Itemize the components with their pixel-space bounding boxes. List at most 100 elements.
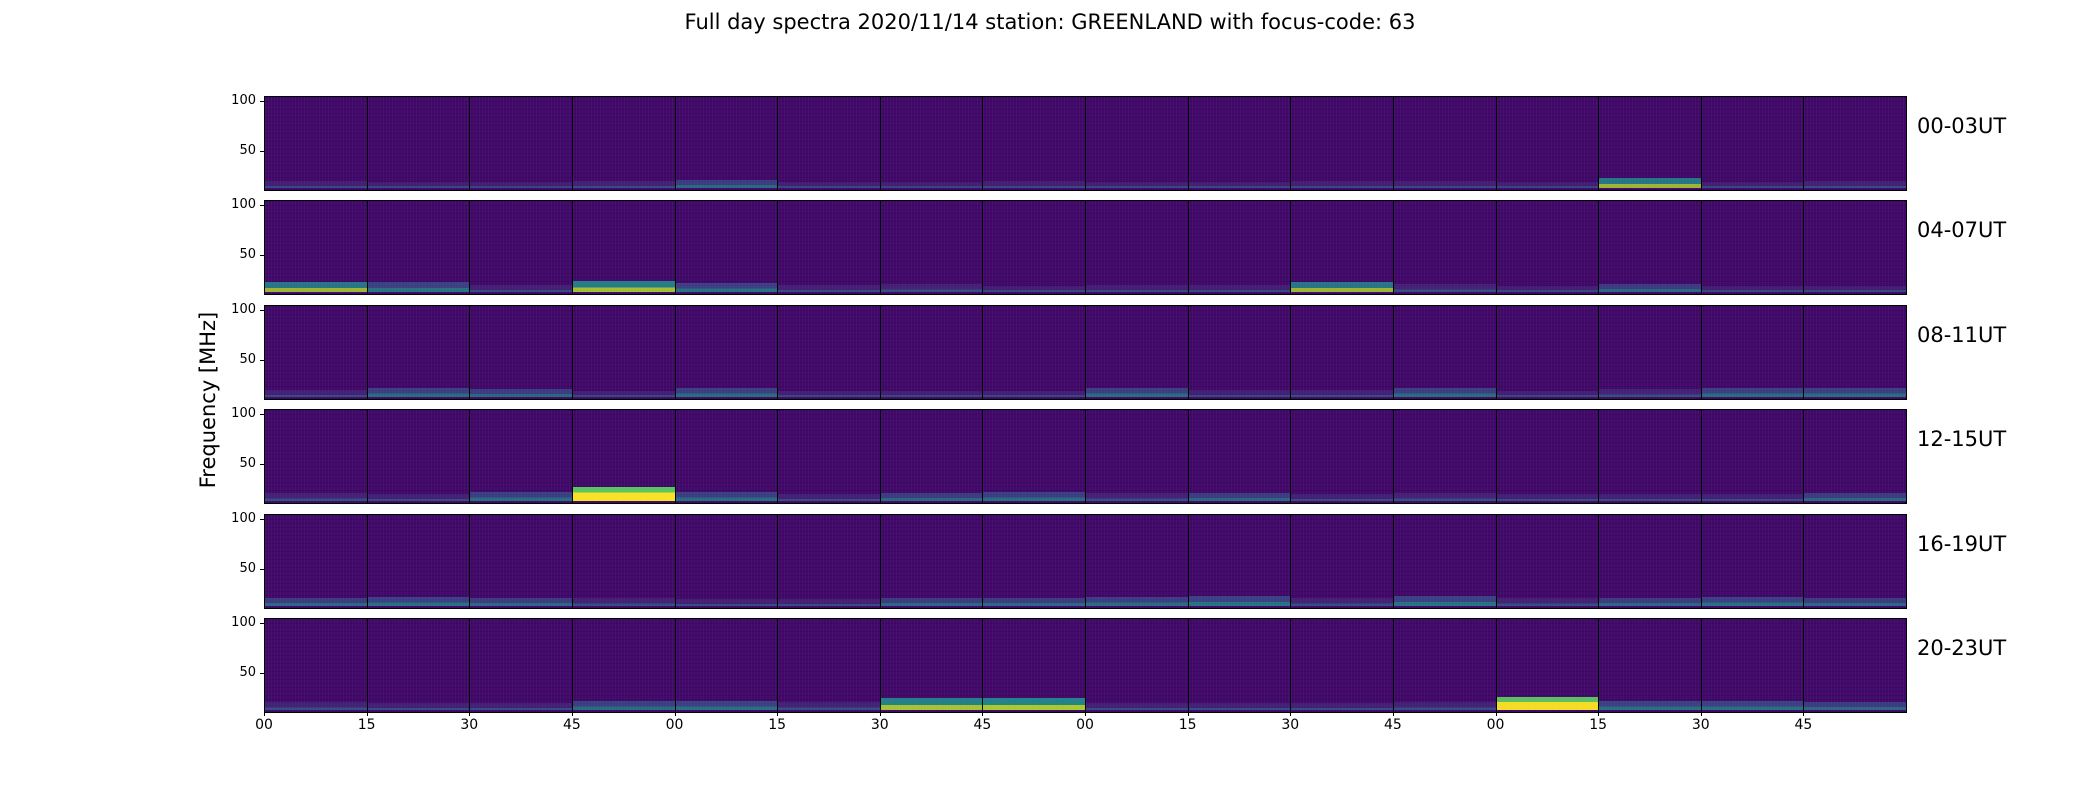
- spectrum-panel: [1598, 96, 1702, 191]
- low-frequency-band: [470, 492, 572, 501]
- spectrum-panel: [1700, 618, 1805, 713]
- low-frequency-band: [367, 182, 470, 188]
- y-tick-label: 100: [231, 197, 256, 212]
- y-tick-mark: [260, 360, 264, 361]
- x-tick-mark: [982, 712, 984, 716]
- x-tick-label: 00: [1076, 717, 1094, 733]
- panel-noise: [1804, 410, 1906, 503]
- low-frequency-band: [367, 703, 470, 710]
- spectrum-panel: [1085, 618, 1189, 713]
- spectrum-panel: [674, 409, 779, 504]
- panel-noise: [1496, 201, 1599, 294]
- low-frequency-band: [1599, 494, 1701, 501]
- x-tick-label: 00: [1486, 717, 1505, 733]
- low-frequency-band: [1086, 182, 1188, 188]
- panel-noise: [1291, 97, 1393, 190]
- low-frequency-band: [778, 391, 880, 397]
- x-tick-label: 45: [562, 717, 581, 733]
- low-frequency-band: [778, 702, 880, 710]
- panel-noise: [367, 306, 470, 399]
- low-frequency-band: [880, 391, 983, 397]
- panel-noise: [1701, 515, 1804, 608]
- panel-noise: [1496, 97, 1599, 190]
- x-tick-mark: [366, 712, 368, 716]
- x-tick-label: 45: [973, 717, 992, 733]
- spectrum-panel: [1085, 409, 1189, 504]
- panel-noise: [778, 201, 880, 294]
- spectrum-panel: [1392, 200, 1497, 295]
- panel-noise: [675, 306, 778, 399]
- panel-noise: [880, 97, 983, 190]
- spectrum-panel: [1598, 200, 1702, 295]
- low-frequency-band: [1291, 282, 1393, 292]
- panel-noise: [470, 515, 572, 608]
- spectrum-panel: [1290, 618, 1394, 713]
- panel-noise: [265, 619, 367, 712]
- x-tick-mark: [1392, 712, 1394, 716]
- row-time-label: 16-19UT: [1917, 532, 2007, 556]
- low-frequency-band: [1291, 494, 1393, 501]
- low-frequency-band: [778, 285, 880, 292]
- low-frequency-band: [1086, 703, 1188, 710]
- low-frequency-band: [880, 493, 983, 501]
- spectrum-panel: [469, 200, 573, 295]
- y-tick-label: 100: [231, 302, 256, 317]
- spectrum-panel: [1803, 618, 1907, 713]
- spectrum-panel: [879, 200, 984, 295]
- panel-noise: [572, 97, 675, 190]
- y-tick-mark: [260, 205, 264, 206]
- low-frequency-band: [1393, 596, 1496, 606]
- y-tick-mark: [260, 464, 264, 465]
- panel-noise: [367, 619, 470, 712]
- panel-noise: [1496, 619, 1599, 712]
- low-frequency-band: [1804, 702, 1906, 710]
- spectra-row: [264, 200, 1907, 295]
- low-frequency-band: [1599, 598, 1701, 606]
- spectrum-panel: [571, 96, 676, 191]
- panel-noise: [675, 201, 778, 294]
- panel-noise: [983, 306, 1085, 399]
- panel-noise: [1701, 306, 1804, 399]
- spectrum-panel: [879, 305, 984, 400]
- low-frequency-band: [1188, 703, 1291, 710]
- x-tick-label: 00: [255, 717, 273, 733]
- spectra-row: [264, 514, 1907, 609]
- y-tick-label: 50: [239, 665, 256, 680]
- spectrum-panel: [674, 305, 779, 400]
- spectrum-panel: [879, 96, 984, 191]
- low-frequency-band: [1804, 493, 1906, 501]
- y-tick-label: 100: [231, 615, 256, 630]
- panel-noise: [1393, 97, 1496, 190]
- panel-noise: [470, 410, 572, 503]
- low-frequency-band: [1393, 181, 1496, 188]
- row-time-label: 04-07UT: [1917, 218, 2007, 242]
- x-tick-mark: [1495, 712, 1497, 716]
- low-frequency-band: [1188, 285, 1291, 292]
- panel-noise: [1188, 410, 1291, 503]
- panel-noise: [778, 515, 880, 608]
- panel-noise: [572, 201, 675, 294]
- spectrum-panel: [879, 409, 984, 504]
- panel-noise: [1701, 201, 1804, 294]
- low-frequency-band: [1804, 598, 1906, 606]
- spectrum-panel: [982, 409, 1086, 504]
- low-frequency-band: [675, 388, 778, 397]
- panel-noise: [572, 619, 675, 712]
- y-tick-mark: [260, 519, 264, 520]
- spectrum-panel: [1495, 514, 1600, 609]
- low-frequency-band: [1701, 597, 1804, 606]
- spectrum-panel: [1392, 305, 1497, 400]
- spectrum-panel: [1803, 305, 1907, 400]
- low-frequency-band: [1188, 182, 1291, 188]
- spectrum-panel: [1187, 96, 1292, 191]
- y-tick-mark: [260, 151, 264, 152]
- panel-noise: [778, 306, 880, 399]
- panel-noise: [1599, 97, 1701, 190]
- spectrum-panel: [982, 618, 1086, 713]
- x-tick-label: 30: [870, 717, 889, 733]
- y-tick-label: 50: [239, 247, 256, 262]
- spectrum-panel: [777, 409, 881, 504]
- panel-noise: [1393, 306, 1496, 399]
- low-frequency-band: [1599, 701, 1701, 710]
